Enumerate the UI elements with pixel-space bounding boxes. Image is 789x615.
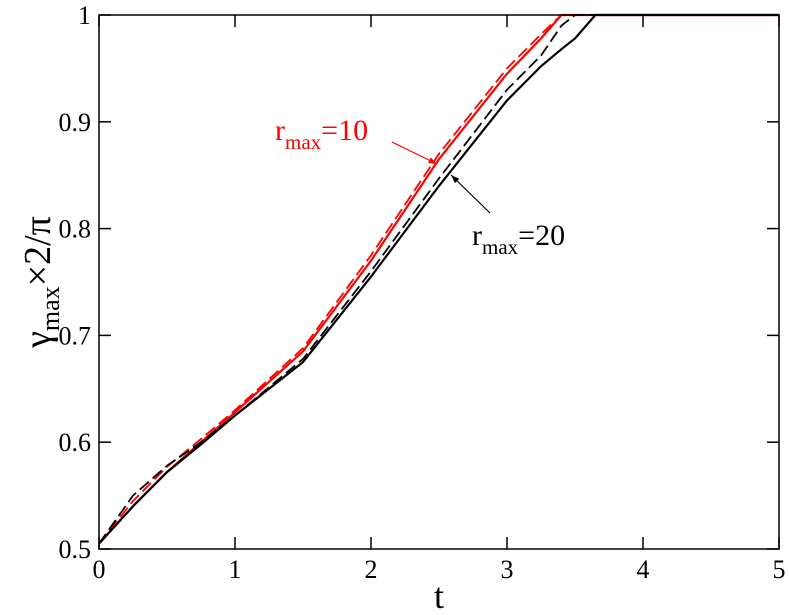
annotation-sub: max [482, 235, 519, 259]
annotation-text: r [275, 114, 285, 147]
annotation-text: r [472, 219, 482, 252]
x-tick-label: 5 [773, 555, 786, 584]
plot-frame [98, 14, 780, 550]
x-tick-label: 3 [501, 555, 514, 584]
series-line [98, 14, 779, 545]
y-axis-label-rest: ×2/π [17, 216, 59, 286]
y-tick-label: 0.7 [59, 321, 92, 350]
y-tick-label: 1 [78, 1, 91, 30]
y-axis-label: γmax×2/π [17, 216, 65, 349]
annotation: rmax=10 [275, 114, 368, 154]
y-tick-label: 0.6 [59, 428, 92, 457]
annotation-arrowhead [428, 157, 437, 164]
x-tick-label: 0 [93, 555, 106, 584]
x-tick-label: 4 [637, 555, 650, 584]
x-tick-label: 1 [229, 555, 242, 584]
y-tick-label: 0.8 [59, 215, 92, 244]
annotation-rest: =10 [321, 114, 368, 147]
series-line [98, 14, 779, 545]
annotation-rest: =20 [518, 219, 565, 252]
series-line [98, 13, 779, 545]
y-tick-label: 0.5 [59, 535, 92, 564]
annotation-sub: max [285, 130, 322, 154]
x-axis-label: t [434, 576, 444, 615]
y-tick-label: 0.9 [59, 108, 92, 137]
y-axis-label-sub: max [36, 286, 65, 331]
x-tick-label: 2 [365, 555, 378, 584]
annotation-arrow [450, 174, 491, 214]
annotation: rmax=20 [472, 219, 565, 259]
series-line [98, 13, 779, 545]
y-axis-label-symbol: γ [17, 331, 59, 349]
annotation-arrowhead [451, 175, 460, 184]
